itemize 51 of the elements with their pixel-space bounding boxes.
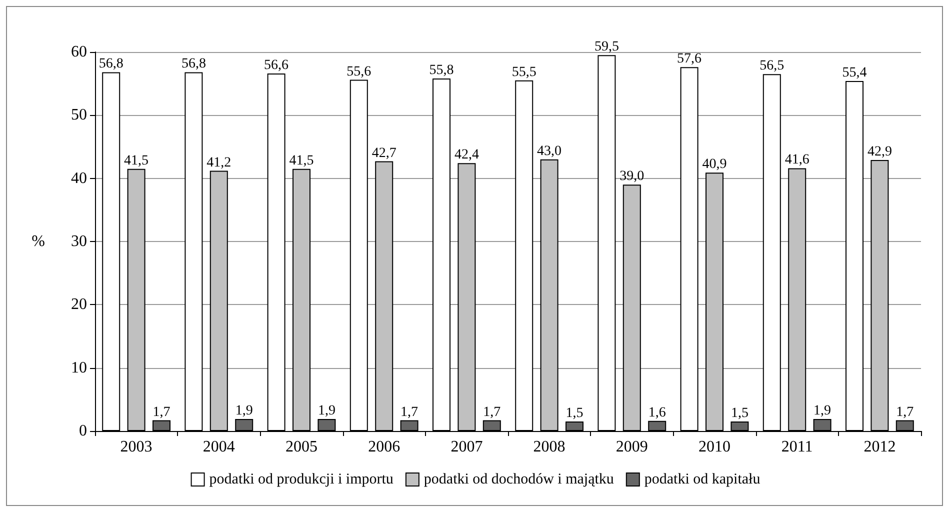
- data-label: 55,8: [429, 63, 454, 78]
- data-label: 1,5: [730, 406, 748, 422]
- data-label: 56,5: [760, 58, 784, 74]
- y-tick-label: 40: [71, 170, 87, 187]
- x-tick-label: 2010: [698, 438, 730, 456]
- data-label: 41,5: [124, 153, 149, 168]
- data-label: 1,6: [648, 405, 666, 420]
- legend-label: podatki od produkcji i importu: [209, 472, 394, 488]
- data-label: 55,5: [512, 64, 536, 80]
- x-tick-label: 2005: [286, 438, 318, 456]
- data-label: 1,7: [400, 404, 418, 420]
- x-tick-label: 2004: [202, 438, 235, 456]
- data-label: 57,6: [677, 52, 702, 67]
- data-label: 1,7: [896, 404, 914, 420]
- x-tick-label: 2009: [616, 438, 648, 456]
- data-label: 39,0: [620, 169, 644, 184]
- x-tick-label: 2012: [864, 438, 896, 456]
- data-label: 43,0: [537, 144, 562, 159]
- data-label: 56,6: [264, 58, 289, 73]
- data-label: 56,8: [98, 56, 124, 72]
- data-label: 42,9: [867, 144, 892, 160]
- x-tick-label: 2008: [533, 438, 566, 456]
- y-axis-title: %: [32, 233, 45, 250]
- legend-label: podatki od dochodów i majątku: [424, 472, 614, 488]
- data-label: 41,2: [206, 155, 232, 170]
- data-label: 59,5: [594, 40, 619, 55]
- x-tick-label: 2003: [120, 438, 152, 456]
- y-tick-label: 60: [71, 44, 87, 60]
- data-label: 1,7: [152, 404, 170, 420]
- x-tick-label: 2006: [368, 438, 400, 456]
- y-tick-label: 30: [71, 233, 87, 250]
- data-label: 55,4: [842, 66, 867, 81]
- data-label: 1,9: [318, 404, 336, 418]
- data-label: 40,9: [702, 157, 727, 172]
- y-tick-label: 0: [79, 422, 87, 440]
- data-label: 42,4: [454, 148, 479, 163]
- data-label: 41,5: [289, 153, 314, 168]
- y-tick-label: 10: [71, 359, 87, 376]
- data-label: 56,8: [181, 56, 206, 72]
- y-tick-label: 50: [71, 106, 87, 124]
- data-label: 42,7: [372, 146, 396, 161]
- x-tick-label: 2007: [450, 438, 483, 456]
- data-label: 41,6: [784, 152, 810, 168]
- data-label: 1,9: [235, 404, 253, 418]
- y-tick-label: 20: [71, 296, 87, 314]
- data-label: 1,7: [483, 404, 501, 420]
- data-label: 1,5: [566, 406, 584, 422]
- x-tick-label: 2011: [781, 438, 813, 456]
- legend-label: podatki od kapitału: [644, 472, 761, 488]
- data-label: 55,6: [346, 64, 372, 80]
- data-label: 1,9: [814, 404, 832, 418]
